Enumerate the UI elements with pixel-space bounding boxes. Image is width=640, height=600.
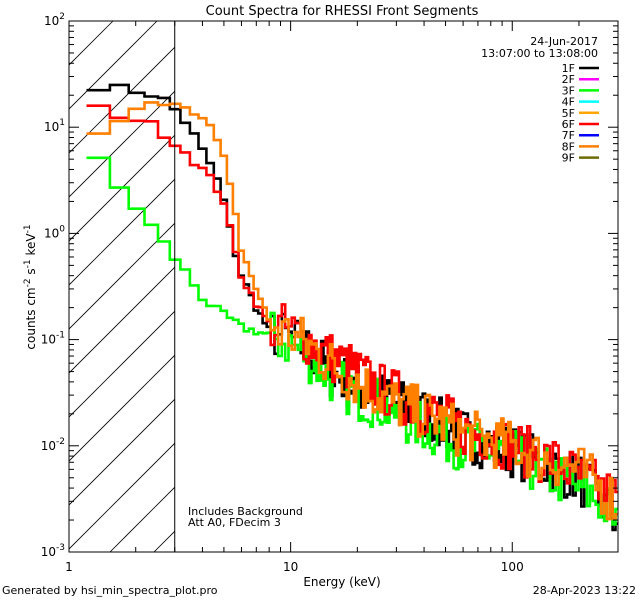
hatch-line — [69, 90, 175, 198]
plot-frame — [68, 20, 619, 553]
y-tick-label: 10-1 — [41, 331, 65, 347]
y-tick-label: 101 — [44, 118, 65, 134]
y-tick-label: 100 — [44, 224, 65, 240]
y-tick-label: 102 — [44, 12, 65, 28]
series-layer — [86, 83, 618, 532]
hatch-line — [69, 21, 114, 66]
legend-label-9F: 9F — [562, 152, 575, 165]
hatch-line — [69, 46, 175, 154]
hatch-line — [69, 398, 175, 506]
hatch-line — [69, 134, 175, 242]
hatch-line — [594, 21, 640, 552]
hatch-line — [69, 178, 175, 286]
hatch-line — [69, 266, 175, 374]
hatch-line — [374, 21, 640, 552]
x-tick-label: 1 — [65, 560, 73, 574]
y-axis-label: counts cm-2 s-1 keV-1 — [23, 224, 38, 349]
legend-label-7F: 7F — [562, 129, 575, 142]
hatch-line — [69, 222, 175, 330]
time-range-label: 13:07:00 to 13:08:00 — [481, 47, 598, 60]
x-tick-label: 100 — [501, 560, 524, 574]
annotation-attenuator: Att A0, FDecim 3 — [188, 516, 281, 529]
chart-title: Count Spectra for RHESSI Front Segments — [206, 4, 479, 19]
legend-label-2F: 2F — [562, 73, 575, 86]
legend-label-3F: 3F — [562, 84, 575, 97]
y-tick-label: 10-3 — [41, 543, 65, 559]
legend-label-6F: 6F — [562, 118, 575, 131]
legend-label-1F: 1F — [562, 62, 575, 75]
x-axis-label: Energy (keV) — [303, 575, 380, 589]
axis-ticks: 1 10 100 10-3 10-2 10-1 100 101 102 — [41, 12, 619, 574]
hatch-line — [69, 21, 70, 22]
legend-label-8F: 8F — [562, 140, 575, 153]
series-line-8F — [86, 101, 618, 521]
excluded-region-hatch — [69, 21, 640, 552]
y-tick-label: 10-2 — [41, 437, 65, 453]
x-tick-label: 10 — [283, 560, 298, 574]
generated-by-footer: Generated by hsi_min_spectra_plot.pro — [2, 584, 218, 597]
timestamp-footer: 28-Apr-2023 13:22 — [533, 584, 636, 597]
legend-label-5F: 5F — [562, 107, 575, 120]
legend-label-4F: 4F — [562, 96, 575, 109]
date-label: 24-Jun-2017 — [530, 35, 598, 48]
annotation-background: Includes Background — [188, 505, 303, 518]
hatch-line — [69, 310, 175, 418]
hatch-line — [69, 442, 175, 550]
